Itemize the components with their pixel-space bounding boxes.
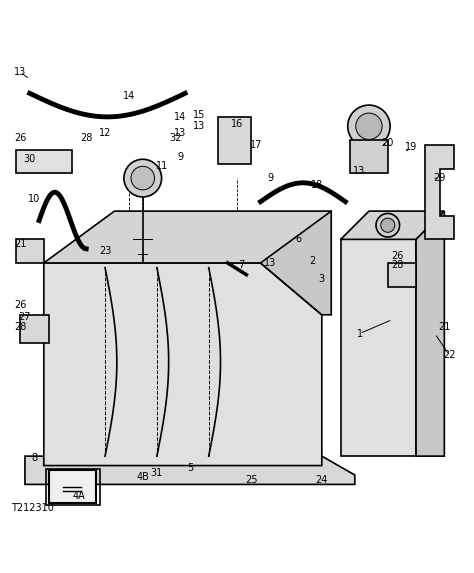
Text: 11: 11 [155,162,168,171]
Text: 13: 13 [14,67,27,77]
Polygon shape [25,456,355,484]
Text: 19: 19 [405,143,418,152]
Text: 21: 21 [438,321,450,332]
Polygon shape [44,263,322,466]
Circle shape [381,218,395,232]
Text: 29: 29 [433,173,446,183]
Text: 20: 20 [382,138,394,148]
Text: 26: 26 [391,251,403,261]
Text: 30: 30 [24,154,36,164]
Text: 17: 17 [250,140,262,150]
Text: 15: 15 [193,109,206,120]
Text: 23: 23 [99,246,111,256]
Text: 16: 16 [231,119,243,129]
Text: 9: 9 [267,173,273,183]
Text: 7: 7 [238,260,245,270]
Text: 13: 13 [354,166,365,176]
Circle shape [131,166,155,190]
Text: 4A: 4A [73,491,85,501]
Text: 13: 13 [174,128,187,138]
Bar [388,263,416,286]
Text: 25: 25 [245,474,257,485]
Text: 1: 1 [356,329,363,339]
Text: 12: 12 [99,128,111,138]
Polygon shape [261,211,331,315]
Polygon shape [341,211,444,240]
Circle shape [376,214,400,237]
Text: T212310: T212310 [11,503,54,513]
Circle shape [348,105,390,147]
Text: 28: 28 [14,321,27,332]
Text: 2: 2 [309,256,316,265]
Polygon shape [44,211,331,315]
Text: 26: 26 [14,133,27,143]
Circle shape [356,113,382,139]
Text: 13: 13 [264,258,276,268]
Bar [46,469,100,505]
Bar [48,470,96,503]
Bar [218,117,251,164]
Text: 3: 3 [319,274,325,284]
Polygon shape [16,150,72,174]
Text: 4B: 4B [137,472,149,482]
Text: 14: 14 [122,91,135,101]
Text: 21: 21 [14,239,27,249]
Text: 28: 28 [80,133,92,143]
Polygon shape [416,211,444,456]
Text: 10: 10 [28,194,40,205]
Text: 6: 6 [295,234,301,244]
Text: 24: 24 [316,474,328,485]
Text: 31: 31 [151,468,163,478]
Text: 27: 27 [18,312,31,322]
Text: 22: 22 [443,350,456,360]
Text: 32: 32 [170,133,182,143]
Polygon shape [16,240,44,263]
Text: 18: 18 [311,180,323,190]
Text: 13: 13 [193,121,205,131]
Polygon shape [20,315,48,343]
Text: 28: 28 [391,260,403,270]
Text: 8: 8 [31,453,37,464]
Text: 5: 5 [187,463,193,473]
Text: 14: 14 [174,112,187,122]
Text: 9: 9 [177,152,183,162]
Circle shape [124,159,162,197]
Polygon shape [426,145,454,240]
Polygon shape [341,240,416,456]
Text: 26: 26 [14,300,27,311]
Bar [350,140,388,174]
